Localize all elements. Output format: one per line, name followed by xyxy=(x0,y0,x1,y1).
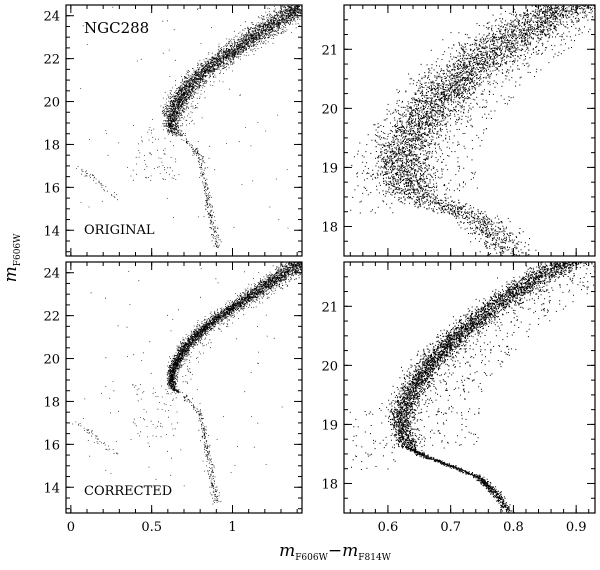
y-tick-label-bottom-left: 14 xyxy=(43,481,60,496)
x-tick-label-bottom-left: 0.5 xyxy=(141,520,162,535)
star-points-bottom-left xyxy=(72,261,303,505)
star-points-top-right xyxy=(350,4,595,257)
y-tick-label-top-left: 20 xyxy=(43,96,60,111)
x-tick-label-bottom-right: 0.8 xyxy=(503,520,524,535)
y-tick-label-bottom-left: 22 xyxy=(43,310,60,325)
y-tick-label-top-left: 14 xyxy=(43,224,60,239)
panel-frame-top-right xyxy=(343,4,596,257)
x-tick-label-bottom-left: 1 xyxy=(228,520,236,535)
ticks-layer: 14 16 18 20 22 24 18 19 20 21 14 16 18 20 22 24 0 0.5 1 18 1… xyxy=(43,4,595,535)
x-axis-label-sub2: F814W xyxy=(358,553,391,563)
y-tick-label-bottom-right: 20 xyxy=(321,359,338,374)
y-tick-label-bottom-left: 16 xyxy=(43,438,60,453)
x-axis-label-dash: − xyxy=(328,541,342,561)
y-tick-label-bottom-right: 21 xyxy=(321,300,338,315)
x-tick-label-bottom-right: 0.7 xyxy=(440,520,461,535)
y-tick-label-top-right: 21 xyxy=(321,43,338,58)
original-panel-label: ORIGINAL xyxy=(84,223,155,238)
y-tick-label-bottom-left: 20 xyxy=(43,353,60,368)
y-axis-label-m: m xyxy=(1,266,21,282)
cluster-name-label: NGC288 xyxy=(84,19,149,37)
star-points-bottom-right xyxy=(349,261,596,514)
x-tick-label-bottom-left: 0 xyxy=(67,520,75,535)
y-tick-label-top-right: 18 xyxy=(321,220,338,235)
x-axis-label-m2: m xyxy=(342,541,358,561)
y-tick-label-bottom-right: 19 xyxy=(321,418,338,433)
y-tick-label-top-left: 24 xyxy=(43,10,60,25)
svg-text:mF606W: mF606W xyxy=(1,233,23,283)
y-tick-label-bottom-left: 24 xyxy=(43,267,60,282)
points-layer xyxy=(72,4,596,514)
panel-frame-bottom-left xyxy=(65,261,303,514)
y-tick-label-top-right: 19 xyxy=(321,161,338,176)
x-axis-label-m1: m xyxy=(279,541,295,561)
y-axis-label: mF606W xyxy=(1,233,23,283)
y-axis-label-sub: F606W xyxy=(13,233,23,266)
x-tick-label-bottom-right: 0.6 xyxy=(378,520,399,535)
x-tick-label-bottom-right: 0.9 xyxy=(566,520,587,535)
star-points-top-left xyxy=(76,4,303,248)
panel-frame-bottom-right xyxy=(343,261,596,514)
x-axis-label-sub1: F606W xyxy=(295,553,328,563)
y-tick-label-bottom-right: 18 xyxy=(321,477,338,492)
y-tick-label-top-right: 20 xyxy=(321,102,338,117)
y-tick-label-top-left: 16 xyxy=(43,181,60,196)
y-tick-label-bottom-left: 18 xyxy=(43,395,60,410)
x-axis-label: mF606W−mF814W xyxy=(279,541,392,563)
y-tick-label-top-left: 22 xyxy=(43,53,60,68)
panel-frame-top-left xyxy=(65,4,303,257)
y-tick-label-top-left: 18 xyxy=(43,138,60,153)
corrected-panel-label: CORRECTED xyxy=(84,484,172,499)
